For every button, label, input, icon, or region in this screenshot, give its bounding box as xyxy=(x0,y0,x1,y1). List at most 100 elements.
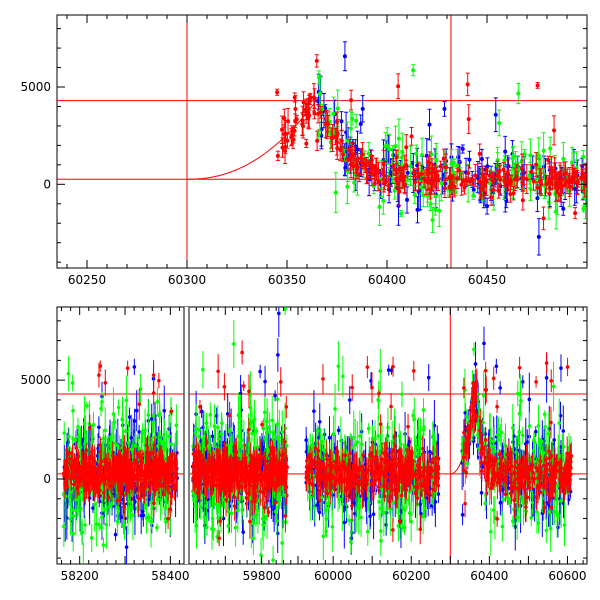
data-point xyxy=(473,173,478,178)
data-point xyxy=(292,128,297,133)
data-point xyxy=(153,435,157,440)
y-tick-label: 5000 xyxy=(20,80,51,94)
data-point xyxy=(75,461,80,466)
data-point xyxy=(398,175,403,180)
data-point xyxy=(107,478,111,483)
data-point xyxy=(306,116,311,121)
data-point xyxy=(490,177,495,182)
data-point xyxy=(512,177,517,182)
data-point xyxy=(562,172,567,177)
data-point xyxy=(129,436,133,440)
data-point xyxy=(174,483,178,487)
data-point xyxy=(172,460,176,465)
data-point xyxy=(355,147,360,152)
data-point xyxy=(409,134,414,139)
data-point xyxy=(152,489,157,493)
data-point xyxy=(363,163,368,168)
data-point xyxy=(312,111,317,116)
data-point xyxy=(124,398,129,403)
data-point xyxy=(452,184,457,189)
data-point xyxy=(166,469,171,473)
data-point xyxy=(85,403,89,408)
data-point xyxy=(71,514,76,518)
data-point xyxy=(428,201,433,206)
data-point xyxy=(236,508,240,513)
data-point xyxy=(536,234,541,239)
data-point xyxy=(160,462,165,466)
data-point xyxy=(163,498,168,503)
data-point xyxy=(493,112,498,117)
data-point xyxy=(169,494,174,499)
data-point xyxy=(167,434,171,439)
data-point xyxy=(169,409,174,414)
data-point xyxy=(391,164,396,169)
data-point xyxy=(210,434,215,439)
data-point xyxy=(428,191,433,196)
x-tick-label: 60250 xyxy=(68,273,106,287)
data-point xyxy=(125,366,130,370)
data-point xyxy=(381,169,386,174)
data-point xyxy=(151,505,155,510)
data-point xyxy=(580,172,585,177)
data-point xyxy=(146,453,150,457)
data-point xyxy=(127,486,132,490)
data-point xyxy=(194,426,199,431)
data-point xyxy=(381,198,386,203)
data-point xyxy=(115,455,120,460)
data-point xyxy=(581,154,586,159)
data-point xyxy=(275,531,280,536)
data-point xyxy=(83,485,87,490)
data-point xyxy=(147,480,151,485)
data-point xyxy=(489,195,494,200)
data-point xyxy=(541,148,546,153)
data-point xyxy=(102,482,107,486)
data-point xyxy=(535,185,540,190)
data-point xyxy=(541,216,546,221)
data-point xyxy=(70,381,75,385)
data-point xyxy=(76,435,81,439)
data-point xyxy=(75,478,80,482)
data-point xyxy=(100,473,104,477)
data-point xyxy=(98,364,103,368)
data-point xyxy=(140,431,145,436)
data-point xyxy=(421,193,426,198)
data-point xyxy=(497,169,502,174)
data-point xyxy=(293,107,298,112)
data-point xyxy=(116,405,121,410)
data-point xyxy=(444,165,449,170)
data-point xyxy=(441,156,446,161)
data-point xyxy=(273,393,277,398)
data-point xyxy=(199,409,204,414)
data-point xyxy=(538,179,543,184)
data-point xyxy=(158,411,162,416)
data-point xyxy=(286,119,291,124)
data-point xyxy=(516,91,521,96)
data-point xyxy=(365,175,370,180)
data-point xyxy=(367,161,372,166)
data-point xyxy=(78,507,83,511)
data-point xyxy=(78,444,82,449)
data-point xyxy=(82,477,86,482)
data-point xyxy=(511,154,516,159)
data-point xyxy=(91,423,96,427)
data-point xyxy=(439,181,444,186)
data-point xyxy=(352,180,357,185)
data-point xyxy=(240,507,245,511)
data-point xyxy=(74,467,79,472)
data-point xyxy=(133,444,138,448)
data-point xyxy=(262,410,267,415)
data-point xyxy=(561,206,566,211)
plot-frame xyxy=(56,14,588,269)
data-point xyxy=(62,471,66,475)
data-point xyxy=(158,453,163,458)
data-point xyxy=(156,497,160,502)
data-point xyxy=(282,116,287,121)
data-point xyxy=(528,186,533,191)
data-point xyxy=(457,168,462,173)
data-point xyxy=(132,419,137,423)
data-point xyxy=(97,522,101,527)
data-point xyxy=(531,179,536,184)
data-point xyxy=(581,206,586,211)
data-point xyxy=(498,177,503,182)
